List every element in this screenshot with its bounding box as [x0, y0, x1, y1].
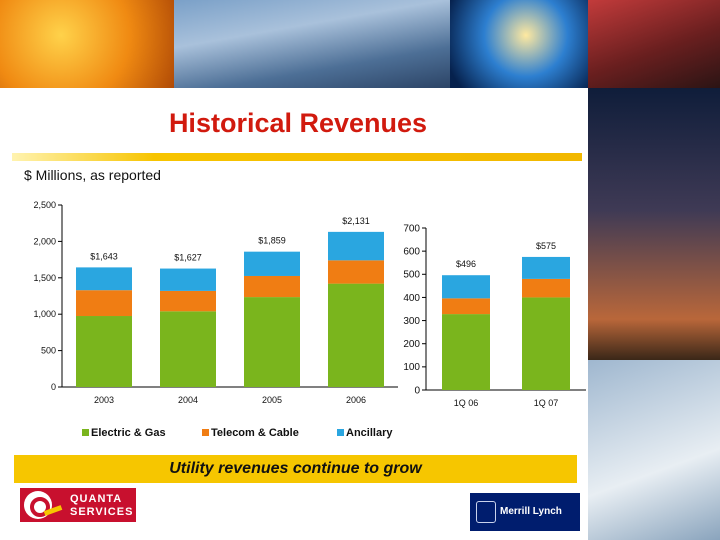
bar-ancillary-1q-06: [442, 275, 490, 299]
bar-telecom-cable-1q-07: [522, 278, 570, 298]
y-tick-label: 0: [51, 382, 56, 392]
legend-swatch-telecom-cable: [202, 429, 209, 436]
units-subtitle: $ Millions, as reported: [24, 167, 161, 183]
bar-electric-gas-2005: [244, 297, 300, 387]
y-tick-label: 2,000: [33, 236, 56, 246]
y-tick-label: 700: [403, 223, 420, 234]
x-tick-label: 2003: [94, 395, 114, 405]
y-tick-label: 1,000: [33, 309, 56, 319]
lineworker-photo: [588, 360, 720, 540]
bar-electric-gas-2006: [328, 283, 384, 387]
x-tick-label: 2006: [346, 395, 366, 405]
bar-total-label: $2,131: [342, 216, 370, 226]
telecom-tower-photo: [588, 88, 720, 360]
title-underline-bar: [12, 153, 582, 161]
bar-total-label: $496: [456, 259, 476, 269]
bull-icon: [476, 501, 496, 523]
y-tick-label: 600: [403, 246, 420, 257]
legend-swatch-ancillary: [337, 429, 344, 436]
y-tick-label: 500: [403, 270, 420, 281]
key-message-banner: Utility revenues continue to grow: [14, 455, 577, 483]
bar-electric-gas-2003: [76, 316, 132, 387]
fiber-optic-photo: [450, 0, 588, 88]
x-tick-label: 1Q 06: [454, 398, 479, 408]
y-tick-label: 100: [403, 362, 420, 373]
bar-telecom-cable-2005: [244, 275, 300, 298]
merrill-lynch-logo: Merrill Lynch: [470, 493, 580, 531]
bar-total-label: $575: [536, 241, 556, 251]
bar-total-label: $1,859: [258, 236, 286, 246]
bar-ancillary-1q-07: [522, 256, 570, 279]
legend-item-electric-gas: Electric & Gas: [82, 427, 166, 439]
x-tick-label: 2004: [178, 395, 198, 405]
legend-item-ancillary: Ancillary: [337, 427, 392, 439]
slide-title: Historical Revenues: [168, 108, 428, 138]
legend-swatch-electric-gas: [82, 429, 89, 436]
y-tick-label: 1,500: [33, 273, 56, 283]
merrill-lynch-wordmark: Merrill Lynch: [500, 506, 562, 517]
quarterly-revenue-chart: 0 100 200 300 400 500 600 700 $496 1Q 06 $575 1Q 07: [403, 223, 586, 408]
bar-telecom-cable-2003: [76, 290, 132, 317]
quanta-services-logo: QUANTA SERVICES: [20, 488, 136, 522]
bar-electric-gas-1q-06: [442, 314, 490, 390]
pipeline-photo: [174, 0, 450, 88]
quanta-logo-line1: QUANTA: [70, 493, 123, 505]
y-tick-label: 300: [403, 316, 420, 327]
x-tick-label: 2005: [262, 395, 282, 405]
legend-label-electric-gas: Electric & Gas: [91, 427, 166, 439]
bar-electric-gas-1q-07: [522, 297, 570, 390]
x-tick-label: 1Q 07: [534, 398, 559, 408]
header-photo-banner: [0, 0, 720, 88]
bar-total-label: $1,627: [174, 253, 202, 263]
bar-telecom-cable-2006: [328, 260, 384, 284]
y-tick-label: 400: [403, 293, 420, 304]
legend-label-telecom-cable: Telecom & Cable: [211, 427, 299, 439]
bar-ancillary-2005: [244, 251, 300, 276]
network-equipment-photo: [588, 0, 720, 88]
bar-telecom-cable-2004: [160, 290, 216, 312]
y-tick-label: 500: [41, 346, 56, 356]
side-photo-column: [588, 88, 720, 540]
bar-ancillary-2003: [76, 267, 132, 291]
y-tick-label: 200: [403, 339, 420, 350]
legend-label-ancillary: Ancillary: [346, 427, 393, 439]
annual-revenue-chart: 0 500 1,000 1,500 2,000 2,500 $1,643 2003 $1,627…: [33, 200, 398, 405]
legend-item-telecom-cable: Telecom & Cable: [202, 427, 299, 439]
transmission-tower-photo: [0, 0, 174, 88]
bar-total-label: $1,643: [90, 251, 118, 261]
bar-ancillary-2004: [160, 268, 216, 291]
y-tick-label: 0: [414, 385, 420, 396]
bar-telecom-cable-1q-06: [442, 298, 490, 315]
y-tick-label: 2,500: [33, 200, 56, 210]
bar-electric-gas-2004: [160, 311, 216, 387]
quanta-logo-line2: SERVICES: [70, 506, 134, 518]
bar-ancillary-2006: [328, 231, 384, 261]
